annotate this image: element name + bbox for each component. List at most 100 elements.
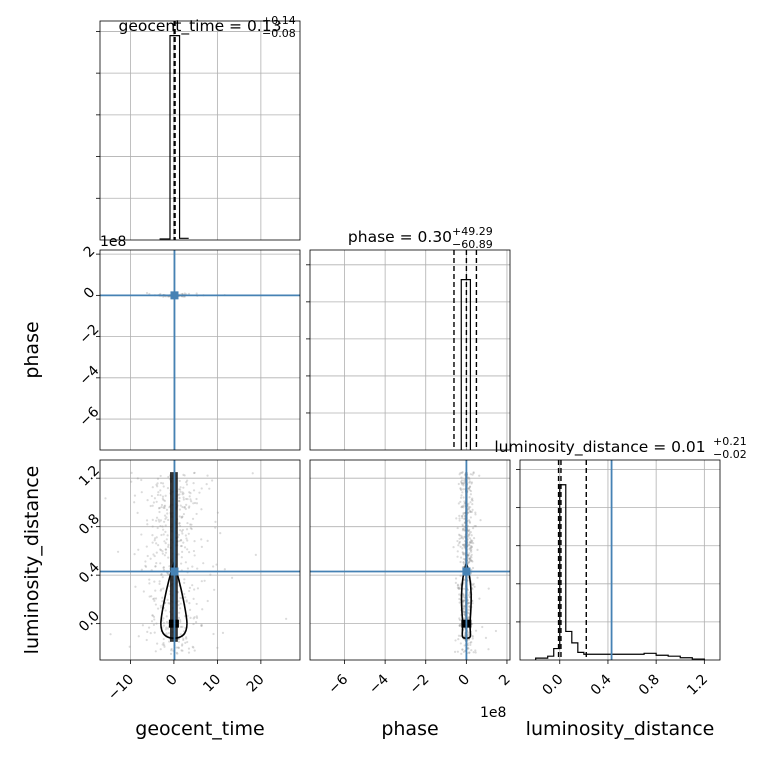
sample-point xyxy=(468,558,471,561)
sample-point xyxy=(461,551,464,554)
sample-point xyxy=(177,646,180,649)
sample-point xyxy=(469,549,472,552)
sample-point xyxy=(160,533,163,537)
sample-point xyxy=(468,547,471,551)
sample-point xyxy=(180,556,183,559)
sample-point xyxy=(163,504,167,507)
ylabel-phase: phase xyxy=(21,321,43,378)
sample-point xyxy=(155,536,158,539)
sample-point xyxy=(213,588,216,591)
sample-point xyxy=(133,494,137,497)
sample-point xyxy=(146,499,149,502)
tick-label-x: −4 xyxy=(366,671,392,697)
tick-label-x: −10 xyxy=(105,672,137,704)
sample-point xyxy=(200,538,203,541)
sample-point xyxy=(473,525,476,528)
sample-point xyxy=(181,532,184,535)
sample-point xyxy=(179,596,182,600)
hist-geocent_time-panel: geocent_time = 0.13 +0.14 −0.08 xyxy=(96,14,301,241)
sample-point xyxy=(163,505,166,508)
sample-point xyxy=(190,500,193,503)
sample-point xyxy=(153,554,156,558)
sample-point xyxy=(183,546,187,549)
sample-point xyxy=(462,543,465,546)
sample-point xyxy=(188,551,191,554)
sample-point xyxy=(474,629,478,632)
sample-point xyxy=(463,529,466,532)
sample-point xyxy=(152,501,156,504)
sample-point xyxy=(459,545,462,548)
panel-frame xyxy=(99,20,301,241)
sample-point xyxy=(195,512,198,516)
sample-point xyxy=(457,482,460,486)
sample-point xyxy=(144,564,147,567)
hist-luminosity_distance-panel: 0.0 0.4 0.8 1.2 luminosity_distance = 0.01 … xyxy=(494,435,746,699)
tick-label-y: −2 xyxy=(77,322,103,348)
sample-point xyxy=(165,632,168,635)
sample-point xyxy=(167,518,170,522)
sample-point xyxy=(167,573,170,576)
sample-point xyxy=(109,633,112,636)
sample-point xyxy=(462,488,465,491)
sample-point xyxy=(163,643,166,647)
sample-point xyxy=(458,593,461,596)
sample-point xyxy=(208,487,211,490)
sample-point xyxy=(205,483,208,486)
sample-point xyxy=(462,537,465,540)
sample-point xyxy=(476,576,479,579)
sample-point xyxy=(155,622,158,625)
tick-label-x: 0 xyxy=(456,672,474,690)
sample-point xyxy=(184,596,187,599)
sample-point xyxy=(458,537,461,540)
sample-point xyxy=(468,543,471,546)
sample-point xyxy=(161,497,164,500)
hist-luminosity_distance-title: luminosity_distance = 0.01 xyxy=(494,438,705,457)
sample-point xyxy=(151,541,154,544)
sample-point xyxy=(467,508,470,511)
sample-point xyxy=(175,646,178,649)
sample-point xyxy=(177,603,180,607)
sample-point xyxy=(179,538,183,542)
sample-point xyxy=(467,507,471,510)
sample-point xyxy=(468,496,471,499)
truth-marker xyxy=(170,291,179,300)
sample-point xyxy=(180,530,184,533)
sample-point xyxy=(474,511,477,514)
xlabel-luminosity_distance: luminosity_distance xyxy=(526,718,715,740)
sample-point xyxy=(145,638,148,642)
sample-point xyxy=(453,650,457,654)
phase-offset-label: 1e8 xyxy=(100,234,126,250)
sample-point xyxy=(200,580,203,583)
sample-point xyxy=(164,494,167,497)
sample-point xyxy=(149,557,152,560)
sample-point xyxy=(165,626,168,629)
sample-point xyxy=(459,556,463,559)
sample-point xyxy=(470,540,473,543)
sample-point xyxy=(179,620,182,623)
sample-point xyxy=(466,554,470,557)
sample-point xyxy=(463,502,466,505)
sample-point xyxy=(185,600,188,603)
sample-point xyxy=(180,515,183,519)
sample-point xyxy=(155,551,158,554)
sample-point xyxy=(156,482,159,485)
sample-point xyxy=(461,648,464,651)
sample-point xyxy=(459,634,462,638)
sample-point xyxy=(187,647,191,650)
sample-point xyxy=(467,651,471,654)
sample-point xyxy=(214,526,217,529)
sample-point xyxy=(140,533,143,536)
sample-point xyxy=(160,549,163,552)
sample-point xyxy=(153,631,156,634)
sample-point xyxy=(200,508,203,511)
sample-point xyxy=(144,565,148,568)
sample-point xyxy=(254,553,257,556)
sample-point xyxy=(188,586,192,589)
sample-point xyxy=(151,525,154,528)
sample-point xyxy=(170,647,173,651)
sample-point xyxy=(179,490,182,493)
sample-point xyxy=(167,543,170,546)
sample-point xyxy=(470,541,473,544)
sample-point xyxy=(459,624,462,627)
sample-point xyxy=(458,618,462,622)
